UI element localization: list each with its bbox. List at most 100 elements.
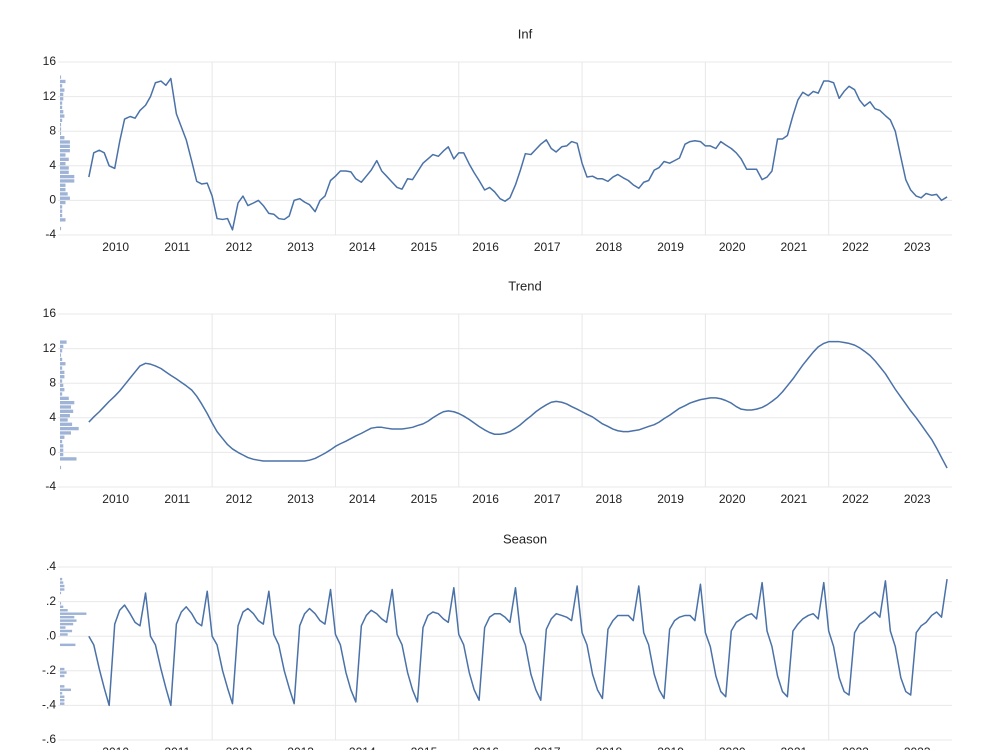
histogram-bar [60,192,68,196]
histogram-bar [60,379,63,383]
series-line [88,340,948,469]
y-tick-label: -.6 [42,732,56,746]
histogram-bar [60,218,66,222]
x-tick-label: 2022 [842,240,869,254]
x-tick-label: 2014 [349,745,376,750]
histogram-bar [60,615,75,619]
y-tick-label: -.4 [42,698,56,712]
x-tick-label: 2020 [719,492,746,506]
x-tick-label: 2019 [657,240,684,254]
histogram-bar [60,388,65,392]
histogram-bar [60,357,63,362]
x-tick-label: 2013 [287,745,314,750]
histogram-bar [60,622,74,626]
y-tick-label: .4 [46,559,56,573]
histogram-bar [60,123,62,127]
y-tick-label: .2 [46,594,56,608]
y-tick-label: -4 [45,479,56,493]
y-tick-label: -.2 [42,663,56,677]
histogram-bar [60,209,63,213]
histogram-bar [60,174,75,179]
y-tick-label: 0 [49,193,56,207]
x-tick-label: 2022 [842,745,869,750]
histogram-bar [60,75,62,79]
histogram-bar [60,619,77,622]
histogram-bar [60,633,68,636]
x-tick-label: 2020 [719,745,746,750]
histogram-bar [60,127,62,131]
histogram-bar [60,101,63,105]
x-tick-label: 2021 [781,492,808,506]
y-tick-label: 16 [43,54,57,68]
histogram-bar [60,605,64,609]
histogram-bar [60,131,62,136]
histogram-bar [60,688,71,692]
histogram-bar [60,118,63,123]
x-tick-label: 2021 [781,745,808,750]
x-tick-label: 2018 [596,240,623,254]
histogram-bar [60,422,73,426]
x-tick-label: 2014 [349,240,376,254]
histogram-bar [60,161,66,166]
histogram-bar [60,426,79,431]
x-tick-label: 2015 [411,240,438,254]
panel-title: Season [503,531,547,546]
histogram-bar [60,92,64,97]
histogram-bar [60,340,67,344]
histogram-bar [60,370,65,375]
histogram-bar [60,383,64,388]
histogram-bar [60,166,69,170]
histogram-bar [60,183,66,187]
x-tick-label: 2014 [349,492,376,506]
histogram-bar [60,418,68,422]
x-tick-label: 2011 [164,745,190,750]
histogram-bar [60,405,71,409]
x-tick-label: 2018 [596,492,623,506]
histogram-bar [60,643,76,647]
histogram-bar [60,452,64,457]
histogram-bar [60,170,69,174]
series-line [88,579,948,707]
histogram-bar [60,629,73,633]
histogram-bar [60,362,66,366]
histogram-bar [60,366,63,370]
panel: Season -.6 -.4 -.2 .0 .2 .4 2010 2011 2012 2013 201… [42,531,952,750]
histogram-bar [60,79,66,84]
histogram-bar [60,431,71,435]
histogram-bar [60,584,65,588]
histogram-bar [60,692,63,695]
histogram-bar [60,448,64,452]
histogram-bar [60,591,62,595]
x-tick-label: 2011 [164,240,190,254]
panel: Trend -4 0 4 8 12 16 2010 2011 2012 2013 2014 2015 20… [43,278,952,506]
x-tick-label: 2010 [102,240,129,254]
histogram-bar [60,612,87,615]
panel-title: Trend [508,278,541,293]
histogram-bar [60,375,65,379]
histogram-bar [60,157,69,161]
x-tick-label: 2011 [164,492,190,506]
histogram-bar [60,581,64,584]
histogram-bar [60,409,74,413]
x-tick-label: 2012 [226,240,253,254]
y-tick-label: 4 [49,158,56,172]
histogram-bar [60,153,66,157]
y-tick-label: 12 [43,341,57,355]
x-tick-label: 2013 [287,492,314,506]
x-tick-label: 2021 [781,240,808,254]
histogram-bar [60,226,62,231]
x-tick-label: 2023 [904,745,931,750]
x-tick-label: 2012 [226,492,253,506]
x-tick-label: 2015 [411,492,438,506]
y-tick-label: 8 [49,123,56,137]
histogram-bar [60,344,64,349]
x-tick-label: 2022 [842,492,869,506]
histogram-bar [60,401,75,405]
x-tick-label: 2017 [534,492,561,506]
histogram-bar [60,84,63,88]
histogram-bar [60,577,63,581]
histogram-bar [60,702,65,705]
histogram-bar [60,685,65,688]
histogram-bar [60,439,63,444]
